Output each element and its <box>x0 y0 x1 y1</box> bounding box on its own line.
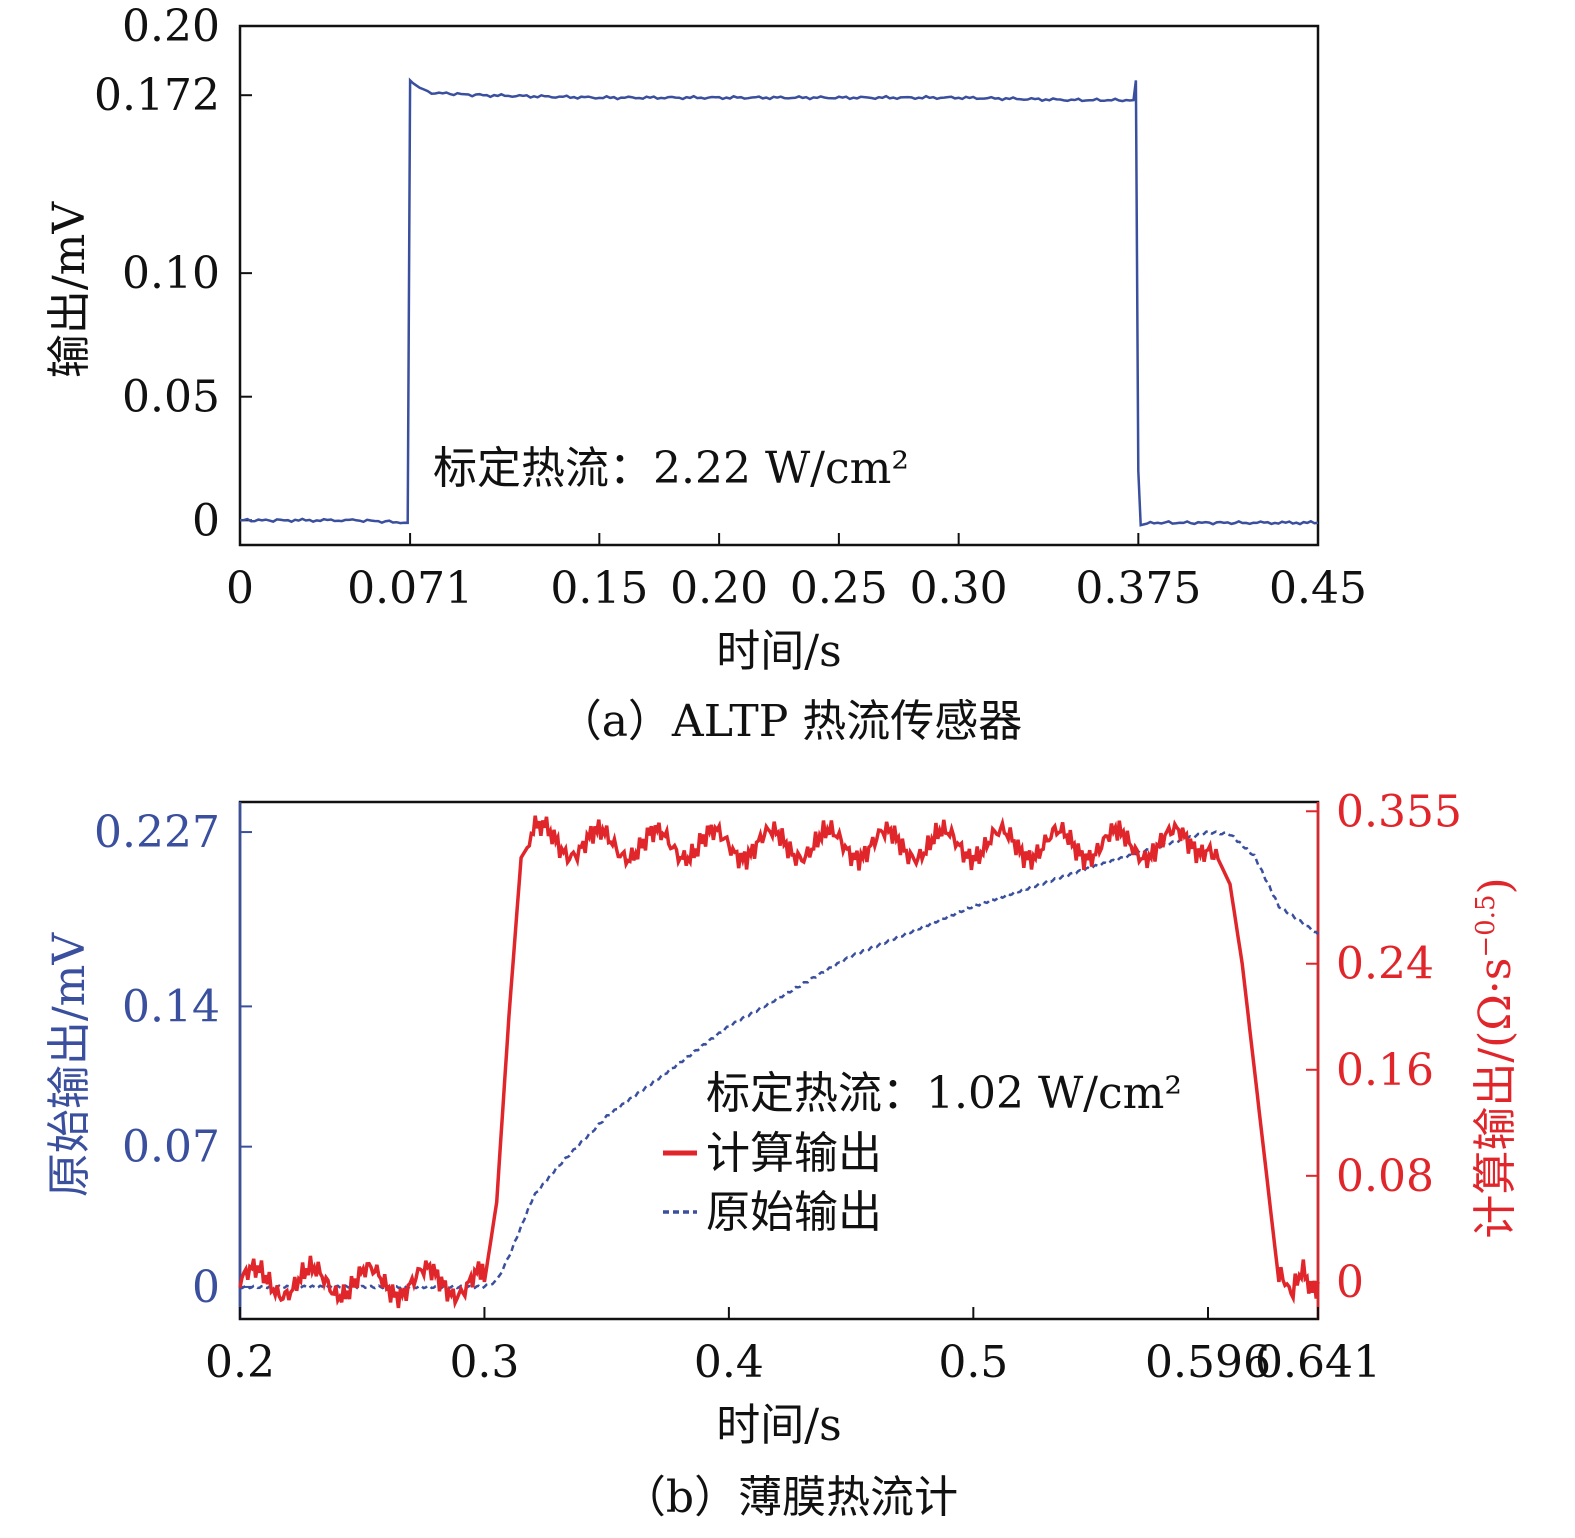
panel-a-x-tick-label: 0.45 <box>1269 563 1367 614</box>
panel-a-x-tick-label: 0.30 <box>910 563 1008 614</box>
panel-b-x-tick-label: 0.4 <box>694 1337 764 1388</box>
legend-computed-output-label: 计算输出 <box>706 1128 882 1179</box>
panel-b-right-y-tick-label: 0.08 <box>1336 1151 1434 1202</box>
panel-b-left-y-tick-label: 0.14 <box>122 981 220 1032</box>
panel-a-plot-frame <box>238 24 1320 547</box>
panel-b-right-y-tick-label: 0.355 <box>1336 786 1462 837</box>
panel-b-x-tick-label: 0.641 <box>1255 1337 1381 1388</box>
panel-b-right-y-axis-label-superscript: −0.5 <box>1471 894 1501 957</box>
panel-b-left-y-tick-label: 0 <box>192 1262 220 1313</box>
panel-a-x-axis-label: 时间/s <box>716 626 841 677</box>
panel-a-calibration-annotation: 标定热流：2.22 W/cm² <box>433 443 909 494</box>
panel-a-signal-line <box>239 77 1319 527</box>
panel-a-x-tick-label: 0.375 <box>1075 563 1201 614</box>
panel-b-x-tick-label: 0.2 <box>205 1337 275 1388</box>
panel-a-y-tick-label: 0 <box>192 495 220 546</box>
panel-b-x-tick-label: 0.3 <box>449 1337 519 1388</box>
panel-b-right-y-tick-label: 0.16 <box>1336 1045 1434 1096</box>
panel-b-plot-frame <box>238 800 1320 1321</box>
panel-b-left-y-tick-label: 0.07 <box>122 1122 220 1173</box>
panel-a-caption: （a）ALTP 热流传感器 <box>558 696 1023 747</box>
panel-a-x-tick-label: 0.15 <box>550 563 648 614</box>
panel-a-y-tick-label: 0.05 <box>122 372 220 423</box>
legend-raw-output-label: 原始输出 <box>706 1187 882 1238</box>
panel-a-x-tick-label: 0.25 <box>790 563 888 614</box>
panel-a-y-tick-label: 0.10 <box>122 248 220 299</box>
panel-a-x-tick-label: 0.20 <box>670 563 768 614</box>
panel-b-right-y-axis-label-main: 计算输出/(Ω·s <box>1470 958 1521 1239</box>
panel-b-x-tick-label: 0.596 <box>1145 1337 1271 1388</box>
panel-a-ticks: 0 0.071 0.15 0.20 0.25 0.30 0.375 0.45 0 0.05 0.10… <box>94 1 1367 614</box>
panel-b-series <box>238 815 1320 1309</box>
panel-b-caption: （b）薄膜热流计 <box>622 1472 958 1523</box>
panel-b-calibration-annotation: 标定热流：1.02 W/cm² <box>706 1068 1182 1119</box>
panel-b-left-y-tick-label: 0.227 <box>94 807 220 858</box>
panel-a-chart: 0 0.071 0.15 0.20 0.25 0.30 0.375 0.45 0 0.05 0.10… <box>44 1 1367 747</box>
panel-b-right-y-tick-label: 0 <box>1336 1257 1364 1308</box>
panel-a-y-tick-label: 0.172 <box>94 70 220 121</box>
panel-b-computed-output-line <box>238 815 1320 1309</box>
panel-b-right-y-axis-label: 计算输出/(Ω·s−0.5) <box>1470 877 1521 1238</box>
panel-b-right-y-tick-label: 0.24 <box>1336 939 1434 990</box>
panel-b-x-axis-label: 时间/s <box>716 1400 841 1451</box>
panel-b-legend: 计算输出 原始输出 <box>663 1128 882 1238</box>
panel-a-series <box>239 77 1319 527</box>
panel-a-y-tick-label: 0.20 <box>122 1 220 52</box>
panel-a-x-tick-label: 0 <box>226 563 254 614</box>
panel-b-x-tick-label: 0.5 <box>938 1337 1008 1388</box>
panel-b-right-y-axis-label-close: ) <box>1470 877 1521 894</box>
panel-b-left-y-axis-label: 原始输出/mV <box>44 932 95 1198</box>
panel-a-y-axis-label: 输出/mV <box>44 201 95 379</box>
panel-a-x-tick-label: 0.071 <box>347 563 473 614</box>
